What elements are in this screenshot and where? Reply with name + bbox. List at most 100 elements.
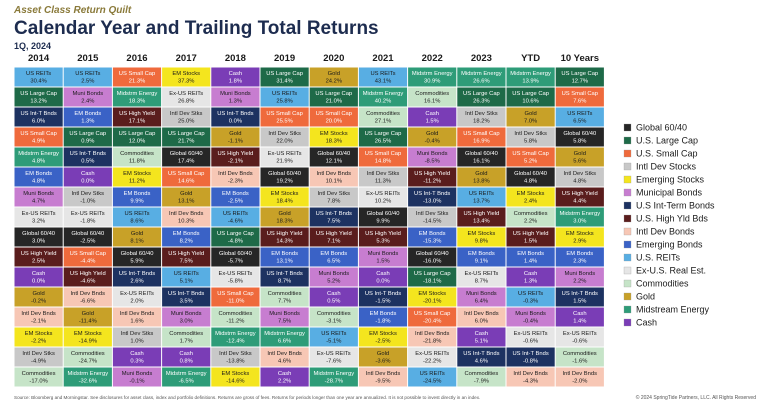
cell-value: 40.2%	[375, 99, 391, 105]
quilt-cell	[211, 207, 260, 227]
quilt-cell	[260, 67, 309, 87]
cell-value: 5.6%	[573, 159, 586, 165]
cell-name: US High Yield	[365, 231, 401, 237]
cell-value: -32.6%	[79, 379, 97, 385]
cell-value: 16.9%	[473, 139, 489, 145]
quilt-cell	[112, 287, 162, 307]
cell-value: 1.4%	[524, 259, 537, 265]
quilt-cell	[555, 127, 604, 147]
cell-value: 9.9%	[130, 199, 143, 205]
cell-name: US Large Cap	[365, 131, 402, 137]
cell-value: -16.0%	[423, 259, 441, 265]
cell-name: Intl Dev Bnds	[218, 171, 253, 177]
cell-value: 21.9%	[276, 159, 292, 165]
cell-value: -1.8%	[80, 219, 95, 225]
cell-name: EM Bonds	[173, 231, 200, 237]
quilt-cell	[63, 87, 112, 107]
quilt-cell	[506, 327, 555, 347]
quilt-cell	[555, 287, 604, 307]
cell-name: Cash	[573, 311, 587, 317]
cell-name: US REITs	[420, 371, 445, 377]
cell-value: 12.7%	[572, 79, 588, 85]
quilt-cell	[457, 267, 506, 287]
cell-value: 1.8%	[229, 79, 242, 85]
cell-value: 8.1%	[130, 239, 143, 245]
cell-name: US High Yield	[21, 251, 57, 257]
legend-swatch	[623, 253, 632, 262]
cell-value: 3.5%	[180, 299, 193, 305]
quilt-cell	[309, 327, 358, 347]
quilt-cell	[408, 67, 457, 87]
quilt-cell	[211, 87, 260, 107]
cell-value: 1.3%	[229, 99, 242, 105]
quilt-cell	[506, 127, 555, 147]
cell-name: Cash	[524, 271, 538, 277]
cell-name: US High Yield	[562, 191, 598, 197]
quilt-cell	[309, 147, 358, 167]
cell-value: 6.6%	[278, 339, 291, 345]
quilt-cell	[162, 287, 211, 307]
cell-name: Global 60/40	[317, 151, 350, 157]
quilt-cell	[506, 247, 555, 267]
cell-value: 5.9%	[130, 259, 143, 265]
cell-value: 4.8%	[573, 179, 586, 185]
quilt-cell	[63, 307, 112, 327]
cell-name: EM Stocks	[320, 131, 348, 137]
cell-name: Global 60/40	[367, 211, 400, 217]
cell-name: Midstrm Energy	[412, 71, 453, 77]
cell-name: Ex-US REITs	[415, 351, 449, 357]
cell-name: Commodities	[22, 371, 56, 377]
quilt-cell	[408, 347, 457, 367]
legend-swatch	[623, 162, 632, 171]
cell-name: Intl Dev Stks	[416, 211, 449, 217]
quilt-cell	[555, 307, 604, 327]
cell-name: Muni Bonds	[318, 271, 349, 277]
cell-name: Muni Bonds	[72, 91, 103, 97]
quilt-cell	[162, 227, 211, 247]
quilt-cell	[309, 87, 358, 107]
cell-value: 0.0%	[32, 279, 45, 285]
cell-name: Intl Dev Stks	[318, 191, 351, 197]
cell-name: Commodities	[268, 291, 302, 297]
quilt-cell	[14, 207, 63, 227]
legend-label: Emerging Stocks	[636, 175, 705, 185]
cell-name: Intl Dev Bnds	[317, 171, 352, 177]
cell-value: 20.0%	[326, 119, 342, 125]
cell-name: Ex-US REITs	[317, 351, 351, 357]
quilt-cell	[408, 187, 457, 207]
column-header: 2023	[471, 53, 492, 64]
cell-name: Muni Bonds	[220, 91, 251, 97]
quilt-cell	[63, 267, 112, 287]
quilt-cell	[14, 307, 63, 327]
cell-value: 3.0%	[180, 319, 193, 325]
column-header: 2017	[176, 53, 197, 64]
quilt-cell	[457, 307, 506, 327]
quilt-cell	[408, 147, 457, 167]
quilt-cell	[162, 367, 211, 387]
quilt-cell	[506, 267, 555, 287]
cell-name: US High Yield	[414, 171, 450, 177]
legend-swatch	[623, 305, 632, 314]
cell-value: 31.4%	[276, 79, 292, 85]
cell-name: US REITs	[567, 111, 592, 117]
cell-name: US Small Cap	[119, 71, 155, 77]
cell-value: -4.9%	[31, 359, 46, 365]
cell-name: Gold	[524, 111, 536, 117]
cell-name: US REITs	[174, 271, 199, 277]
cell-name: US REITs	[370, 71, 395, 77]
cell-value: 7.0%	[524, 119, 537, 125]
cell-name: EM Stocks	[172, 71, 200, 77]
cell-value: 7.8%	[327, 199, 340, 205]
cell-value: 16.1%	[424, 99, 440, 105]
cell-name: US Int-T Bnds	[168, 291, 204, 297]
cell-value: 1.5%	[376, 259, 389, 265]
cell-value: -7.6%	[326, 359, 341, 365]
cell-value: 30.4%	[30, 79, 46, 85]
quilt-cell	[358, 107, 408, 127]
cell-value: -0.4%	[523, 319, 538, 325]
cell-name: US Int-T Bnds	[463, 351, 499, 357]
cell-name: Gold	[426, 131, 438, 137]
cell-value: -4.6%	[80, 279, 95, 285]
cell-value: 13.8%	[473, 179, 489, 185]
cell-name: EM Bonds	[25, 171, 52, 177]
